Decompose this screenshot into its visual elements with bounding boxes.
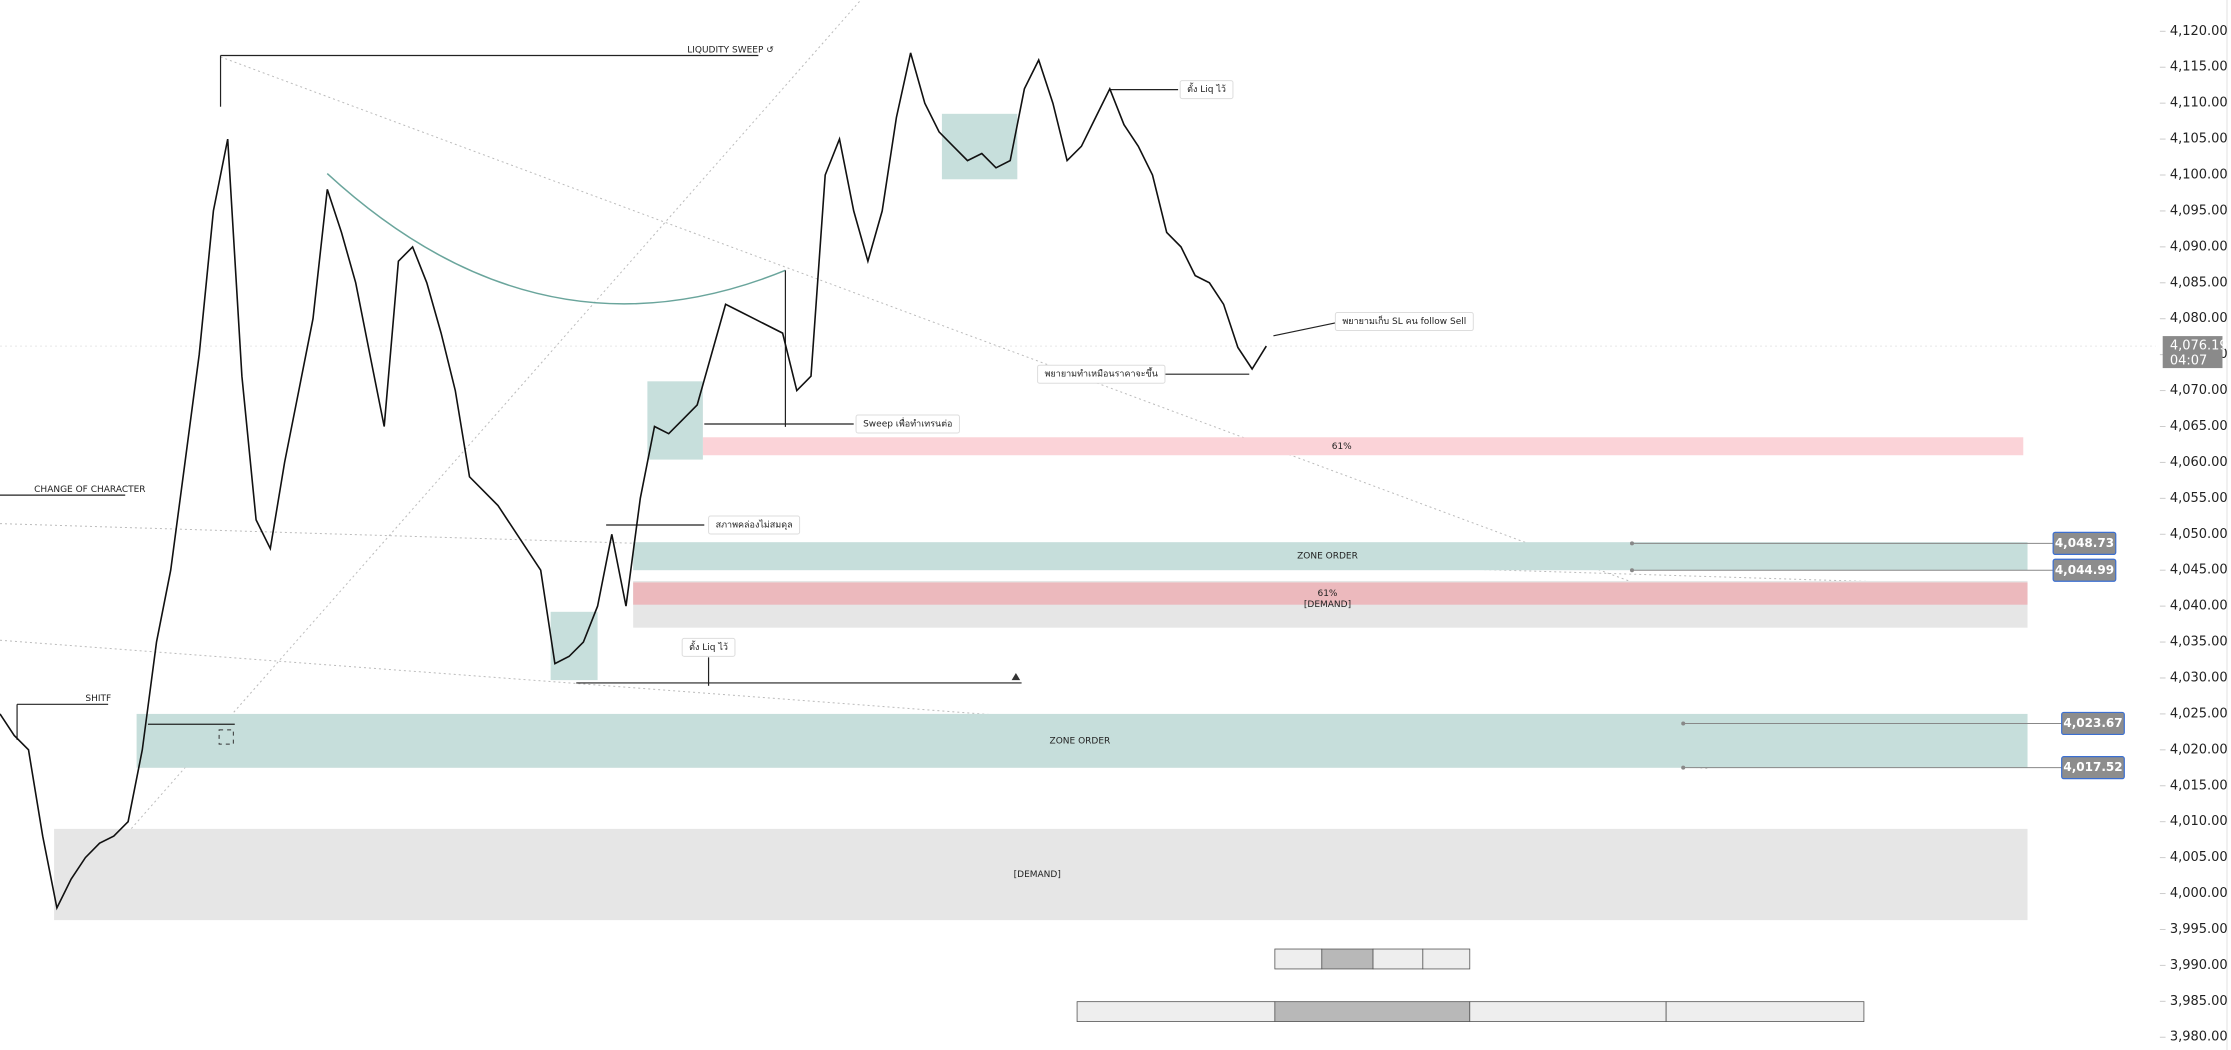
toolbar-cell — [1469, 1001, 1667, 1022]
price-level-box — [2061, 756, 2125, 780]
zone — [136, 713, 2028, 768]
y-tick-label: 3,980.00 — [2170, 1030, 2228, 1045]
guide-line — [220, 56, 1751, 627]
toolbar-cell — [1422, 948, 1471, 970]
highlight-box — [550, 611, 598, 681]
price-level-dot — [1629, 541, 1634, 546]
y-tick-label: 4,060.00 — [2170, 455, 2228, 470]
price-level-box — [2052, 558, 2117, 582]
y-tick-label: 4,090.00 — [2170, 239, 2228, 254]
annotation-box — [1179, 80, 1234, 100]
annotation: ตั้ง Liq ไว้ — [689, 640, 728, 653]
countdown-label: 04:07 — [2170, 354, 2207, 369]
zone-label: [DEMAND] — [1304, 600, 1351, 610]
highlight-box — [647, 381, 703, 460]
price-line — [0, 52, 1267, 911]
zone-label: ZONE ORDER — [1297, 552, 1358, 562]
toolbar-cell — [1665, 1001, 1865, 1022]
last-price-label: 4,076.19 — [2170, 339, 2228, 354]
annotation: CHANGE OF CHARACTER — [34, 485, 145, 495]
annotation: Sweep เพื่อทำเทรนต่อ — [863, 417, 952, 430]
y-tick-label: 3,985.00 — [2170, 994, 2228, 1009]
y-tick-label: 4,010.00 — [2170, 814, 2228, 829]
annotation: ตั้ง Liq ไว้ — [1187, 82, 1226, 95]
select-icon — [218, 729, 234, 745]
y-tick-label: 4,105.00 — [2170, 132, 2228, 147]
y-tick-label: 3,995.00 — [2170, 922, 2228, 937]
zone-label: ZONE ORDER — [1050, 736, 1111, 746]
toolbar-cell — [1372, 948, 1424, 970]
toolbar-cell — [1274, 948, 1323, 970]
y-tick-label: 4,045.00 — [2170, 563, 2228, 578]
y-tick-label: 4,120.00 — [2170, 24, 2228, 39]
y-tick-label: 4,050.00 — [2170, 527, 2228, 542]
y-tick-label: 3,990.00 — [2170, 958, 2228, 973]
annotation: LIQUDITY SWEEP ↺ — [687, 45, 774, 55]
toolbar-cell — [1321, 948, 1374, 970]
price-level-dot — [1629, 568, 1634, 573]
annotation-box — [1037, 364, 1166, 384]
price-level-label: 4,044.99 — [2055, 563, 2114, 577]
zone-label: [DEMAND] — [1014, 870, 1061, 880]
price-level-box — [2061, 711, 2125, 736]
annotation-box — [708, 515, 801, 535]
y-tick-label: 4,015.00 — [2170, 778, 2228, 793]
annotation: SHITF — [85, 694, 111, 704]
annotation: พยายามทำเหมือนราคาจะขึ้น — [1045, 367, 1158, 380]
zone — [54, 828, 2028, 921]
curve — [326, 173, 786, 305]
y-tick-label: 4,030.00 — [2170, 670, 2228, 685]
annotation-box — [855, 414, 960, 434]
annotation-box — [681, 637, 736, 657]
annotation-box — [1334, 312, 1474, 332]
price-level-dot — [1681, 765, 1686, 770]
price-level-label: 4,023.67 — [2063, 716, 2122, 730]
y-tick-label: 4,115.00 — [2170, 60, 2228, 75]
toolbar-cell — [1274, 1001, 1471, 1022]
price-level-box — [2052, 531, 2117, 555]
price-level-dot — [1681, 721, 1686, 726]
price-level-label: 4,048.73 — [2055, 536, 2114, 550]
y-tick-label: 4,020.00 — [2170, 742, 2228, 757]
zone-label: 61% — [1332, 442, 1352, 452]
y-tick-label: 4,085.00 — [2170, 275, 2228, 290]
last-price-box — [2162, 336, 2223, 369]
y-tick-label: 4,065.00 — [2170, 419, 2228, 434]
zone — [633, 542, 2028, 571]
y-tick-label: 4,000.00 — [2170, 886, 2228, 901]
y-tick-label: 4,080.00 — [2170, 311, 2228, 326]
y-tick-label: 4,035.00 — [2170, 635, 2228, 650]
y-tick-label: 4,110.00 — [2170, 96, 2228, 111]
triangle-marker — [1011, 672, 1021, 681]
y-tick-label: 4,100.00 — [2170, 168, 2228, 183]
y-tick-label: 4,025.00 — [2170, 706, 2228, 721]
y-tick-label: 4,040.00 — [2170, 599, 2228, 614]
zone-label: 61% — [1317, 589, 1337, 599]
y-tick-label: 4,070.00 — [2170, 383, 2228, 398]
structure-line — [1273, 320, 1342, 337]
zone — [702, 437, 2024, 456]
y-tick-label: 4,005.00 — [2170, 850, 2228, 865]
toolbar-cell — [1076, 1001, 1276, 1022]
annotation: สภาพคล่องไม่สมดุล — [716, 520, 793, 531]
zone — [633, 582, 2028, 605]
y-tick-label: 4,055.00 — [2170, 491, 2228, 506]
price-level-label: 4,017.52 — [2063, 760, 2122, 774]
y-tick-label: 4,095.00 — [2170, 203, 2228, 218]
annotation: พยายามเก็บ SL คน follow Sell — [1342, 314, 1466, 327]
